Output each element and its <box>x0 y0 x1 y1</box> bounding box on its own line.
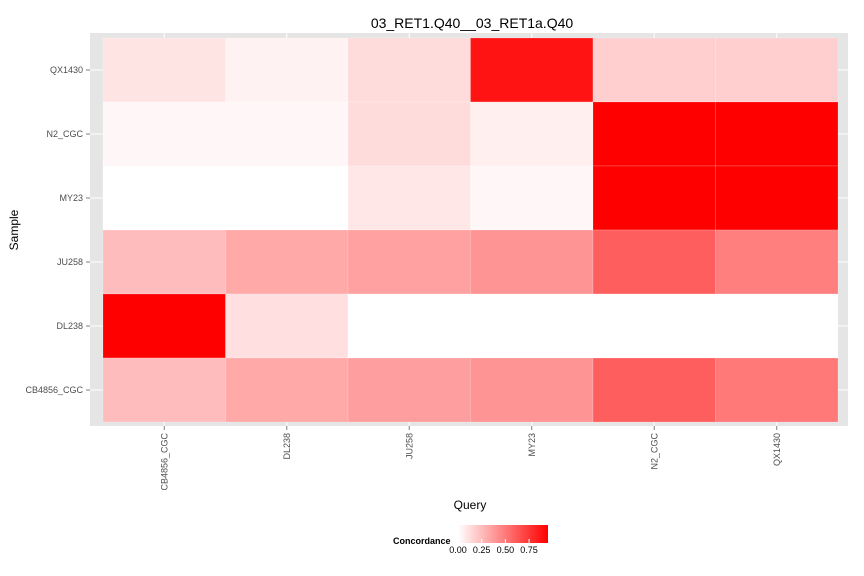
heatmap-cell <box>715 229 839 295</box>
heatmap-cell <box>225 101 349 167</box>
heatmap-cell <box>592 37 716 103</box>
heatmap-cell <box>102 293 226 359</box>
legend-tick-label: 0.00 <box>449 545 467 555</box>
heatmap-cell <box>347 293 471 359</box>
y-tick-label: CB4856_CGC <box>25 385 83 395</box>
x-tick-labels: CB4856_CGC DL238 JU258 MY23 N2_CGC QX1430 <box>159 426 782 491</box>
x-axis-title: Query <box>454 498 487 512</box>
heatmap-cell <box>715 165 839 231</box>
legend-tick-label: 0.25 <box>473 545 491 555</box>
heatmap-cell <box>470 293 594 359</box>
heatmap-cell <box>225 165 349 231</box>
heatmap-cell <box>102 37 226 103</box>
heatmap-cell <box>102 357 226 423</box>
y-tick-label: QX1430 <box>50 65 83 75</box>
heatmap-cell <box>225 357 349 423</box>
heatmap-cell <box>225 37 349 103</box>
legend-tick-label: 0.50 <box>497 545 515 555</box>
y-tick-label: DL238 <box>56 321 83 331</box>
heatmap-cell <box>102 165 226 231</box>
heatmap-cell <box>347 165 471 231</box>
legend-colorbar <box>458 525 548 543</box>
heatmap-cell <box>347 101 471 167</box>
heatmap-cell <box>592 357 716 423</box>
heatmap-cell <box>715 357 839 423</box>
heatmap-cell <box>347 357 471 423</box>
heatmap-cell <box>592 293 716 359</box>
y-tick-label: MY23 <box>59 193 83 203</box>
heatmap-cell <box>102 101 226 167</box>
legend-ticks: 0.00 0.25 0.50 0.75 <box>449 539 538 555</box>
x-tick-label: QX1430 <box>772 433 782 466</box>
heatmap-cells <box>102 37 839 423</box>
legend-tick-label: 0.75 <box>520 545 538 555</box>
heatmap-cell <box>715 101 839 167</box>
x-tick-label: MY23 <box>527 433 537 457</box>
heatmap-cell <box>470 101 594 167</box>
heatmap-cell <box>592 229 716 295</box>
heatmap-cell <box>470 229 594 295</box>
heatmap-cell <box>715 37 839 103</box>
heatmap-cell <box>592 101 716 167</box>
legend: Concordance 0.00 0.25 0.50 0.75 <box>393 525 548 555</box>
heatmap-cell <box>102 229 226 295</box>
y-tick-labels: QX1430 N2_CGC MY23 JU258 DL238 CB4856_CGC <box>25 65 90 395</box>
y-tick-label: N2_CGC <box>46 129 83 139</box>
heatmap-cell <box>470 37 594 103</box>
x-tick-label: N2_CGC <box>649 433 659 470</box>
heatmap-cell <box>347 229 471 295</box>
heatmap-cell <box>715 293 839 359</box>
heatmap-cell <box>225 229 349 295</box>
heatmap-cell <box>592 165 716 231</box>
x-tick-label: CB4856_CGC <box>159 433 169 491</box>
heatmap-cell <box>470 357 594 423</box>
x-tick-label: JU258 <box>404 433 414 459</box>
heatmap-cell <box>225 293 349 359</box>
heatmap-cell <box>347 37 471 103</box>
y-axis-title: Sample <box>7 209 21 250</box>
heatmap-cell <box>470 165 594 231</box>
legend-title: Concordance <box>393 536 451 546</box>
y-tick-label: JU258 <box>57 257 83 267</box>
chart-title: 03_RET1.Q40__03_RET1a.Q40 <box>371 15 574 31</box>
x-tick-label: DL238 <box>282 433 292 460</box>
